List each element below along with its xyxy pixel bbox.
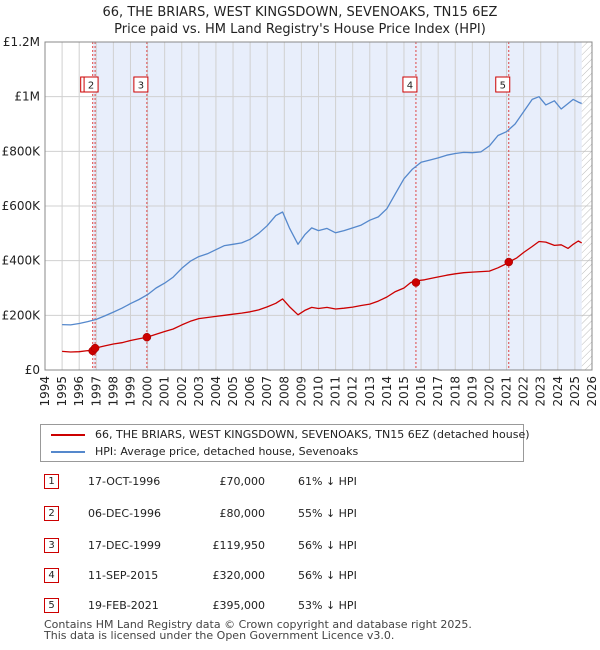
sale-hpi-diff: 56% ↓ HPI — [298, 539, 357, 552]
sale-date: 19-FEB-2021 — [88, 599, 159, 612]
footer-line-2: This data is licensed under the Open Gov… — [44, 629, 395, 642]
sale-price: £80,000 — [219, 507, 266, 520]
sale-number-badge: 1 — [44, 474, 59, 489]
sale-price: £395,000 — [212, 599, 266, 612]
x-tick-label: 2021 — [500, 376, 514, 407]
legend: 66, THE BRIARS, WEST KINGSDOWN, SEVENOAK… — [40, 424, 530, 462]
sale-price: £320,000 — [212, 569, 266, 582]
sale-hpi-diff: 53% ↓ HPI — [298, 599, 357, 612]
chart-title: 66, THE BRIARS, WEST KINGSDOWN, SEVENOAK… — [102, 5, 498, 20]
y-tick-label: £1M — [14, 90, 40, 104]
sale-marker-box — [83, 76, 99, 93]
sale-number-badge: 4 — [44, 568, 59, 583]
x-tick-label: 2013 — [363, 376, 377, 407]
x-tick-label: 2026 — [585, 376, 599, 407]
sale-date: 11-SEP-2015 — [88, 569, 159, 582]
sale-marker-box — [495, 76, 511, 93]
sale-point — [90, 343, 100, 353]
sale-hpi-diff: 61% ↓ HPI — [298, 475, 357, 488]
hpi-line — [62, 96, 582, 326]
legend-swatch-hpi — [51, 451, 85, 453]
plot-frame — [44, 41, 593, 371]
x-tick-label: 1997 — [89, 376, 103, 407]
x-tick-label: 1995 — [55, 376, 69, 407]
sale-row: 5 19-FEB-2021 £395,000 53% ↓ HPI — [40, 596, 460, 616]
x-tick-label: 2023 — [534, 376, 548, 407]
x-tick-label: 2016 — [414, 376, 428, 407]
sale-row: 2 06-DEC-1996 £80,000 55% ↓ HPI — [40, 504, 460, 524]
sale-date: 17-DEC-1999 — [88, 539, 162, 552]
x-tick-label: 2004 — [209, 376, 223, 407]
x-tick-label: 2001 — [158, 376, 172, 407]
x-tick-label: 2017 — [431, 376, 445, 407]
sale-marker-text: 4 — [407, 81, 413, 92]
sale-marker-text: 5 — [500, 81, 506, 92]
sale-point — [504, 257, 514, 267]
chart-title-block: 66, THE BRIARS, WEST KINGSDOWN, SEVENOAK… — [0, 4, 600, 38]
x-tick-label: 1996 — [72, 376, 86, 407]
y-tick-label: £600K — [2, 199, 42, 213]
y-tick-label: £400K — [2, 254, 42, 268]
x-tick-label: 2014 — [380, 376, 394, 407]
chart-subtitle: Price paid vs. HM Land Registry's House … — [114, 22, 486, 37]
legend-swatch-property — [51, 434, 85, 436]
y-tick-label: £1.2M — [3, 35, 40, 49]
y-tick-label: £800K — [2, 144, 42, 158]
sale-price: £70,000 — [219, 475, 266, 488]
price-chart: 12345£0£200K£400K£600K£800K£1M£1.2M19941… — [2, 35, 599, 407]
sale-marker-label: 2 — [83, 76, 99, 93]
sale-date: 17-OCT-1996 — [88, 475, 161, 488]
x-tick-label: 2006 — [243, 376, 257, 407]
x-tick-label: 1994 — [38, 376, 52, 407]
x-tick-label: 2019 — [465, 376, 479, 407]
future-hatch — [581, 42, 592, 370]
sale-date: 06-DEC-1996 — [88, 507, 162, 520]
sale-marker-label: 4 — [402, 76, 418, 93]
x-tick-label: 2025 — [568, 376, 582, 407]
x-tick-label: 2002 — [175, 376, 189, 407]
x-tick-label: 2009 — [294, 376, 308, 407]
sale-point — [142, 332, 152, 342]
x-tick-label: 1998 — [106, 376, 120, 407]
legend-item-property: 66, THE BRIARS, WEST KINGSDOWN, SEVENOAK… — [51, 427, 530, 443]
sale-number-badge: 5 — [44, 598, 59, 613]
x-tick-label: 2011 — [329, 376, 343, 407]
sale-price: £119,950 — [212, 539, 266, 552]
sale-hpi-diff: 56% ↓ HPI — [298, 569, 357, 582]
sale-number-badge: 2 — [44, 506, 59, 521]
footer-attribution: Contains HM Land Registry data © Crown c… — [44, 619, 472, 641]
x-tick-label: 2018 — [448, 376, 462, 407]
sale-row: 3 17-DEC-1999 £119,950 56% ↓ HPI — [40, 536, 460, 556]
sale-number-badge: 3 — [44, 538, 59, 553]
x-tick-label: 2010 — [312, 376, 326, 407]
x-tick-label: 2022 — [517, 376, 531, 407]
x-tick-label: 2020 — [482, 376, 496, 407]
legend-item-hpi: HPI: Average price, detached house, Seve… — [51, 444, 358, 460]
sale-point — [411, 278, 421, 287]
x-tick-label: 2003 — [192, 376, 206, 407]
legend-label-hpi: HPI: Average price, detached house, Seve… — [95, 445, 359, 458]
y-tick-label: £0 — [25, 363, 40, 377]
sale-marker-box — [133, 76, 149, 93]
x-tick-label: 2007 — [260, 376, 274, 407]
x-tick-label: 2015 — [397, 376, 411, 407]
sale-row: 4 11-SEP-2015 £320,000 56% ↓ HPI — [40, 566, 460, 586]
x-tick-label: 2008 — [277, 376, 291, 407]
sale-marker-text: 3 — [138, 81, 144, 92]
sale-marker-text: 2 — [88, 81, 94, 92]
x-tick-label: 2012 — [346, 376, 360, 407]
x-tick-label: 1999 — [123, 376, 137, 407]
x-tick-label: 2005 — [226, 376, 240, 407]
x-tick-label: 2000 — [141, 376, 155, 407]
sale-row: 1 17-OCT-1996 £70,000 61% ↓ HPI — [40, 472, 460, 492]
x-tick-label: 2024 — [551, 376, 565, 407]
y-tick-label: £200K — [2, 308, 42, 322]
sale-marker-box — [402, 76, 418, 93]
sale-marker-label: 5 — [495, 76, 511, 93]
sale-hpi-diff: 55% ↓ HPI — [298, 507, 357, 520]
footer-line-1: Contains HM Land Registry data © Crown c… — [44, 618, 472, 631]
legend-label-property: 66, THE BRIARS, WEST KINGSDOWN, SEVENOAK… — [95, 428, 530, 441]
sale-marker-label: 3 — [133, 76, 149, 93]
